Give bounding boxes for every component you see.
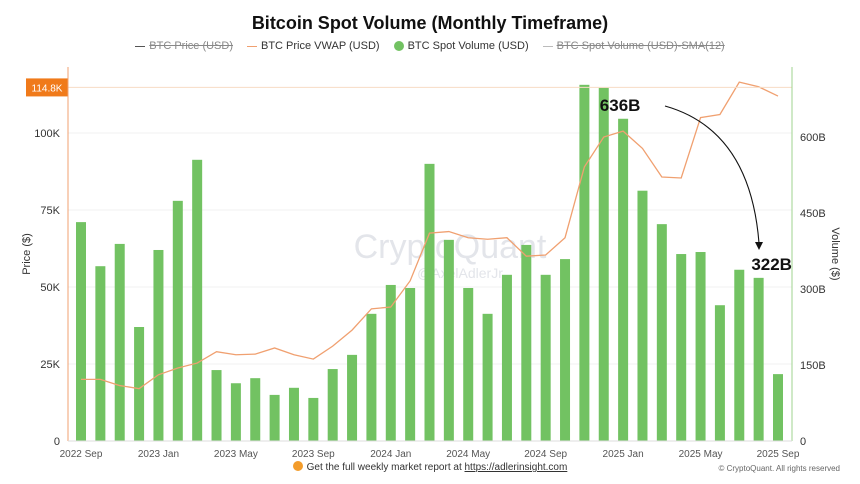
y-tick-left: 0 [54,436,60,448]
volume-bar [211,370,222,441]
chart-title: Bitcoin Spot Volume (Monthly Timeframe) [251,13,609,33]
x-tick: 2025 Jan [603,449,644,460]
copyright: © CryptoQuant. All rights reserved [718,464,841,473]
volume-bar [134,327,145,441]
annotation-arrow [664,105,760,244]
price-marker-badge [26,78,68,97]
y-tick-right: 300B [800,284,826,296]
volume-bar [385,284,396,441]
volume-bar [501,274,512,441]
price-marker-label: 114.8K [32,83,63,94]
legend-swatch [393,41,404,51]
volume-bar [656,224,667,441]
volume-bar [753,277,764,441]
y-tick-right: 600B [800,132,826,144]
legend-swatch [247,45,257,47]
volume-bar [773,374,783,441]
legend-label: BTC Spot Volume (USD) [407,40,529,52]
volume-bar [347,354,358,441]
legend: BTC Price (USD) BTC Price VWAP (USD) BTC… [0,40,860,52]
footer: Get the full weekly market report at htt… [0,461,860,473]
volume-bar [250,378,261,441]
footer-text: Get the full weekly market report at [306,462,465,473]
annotation-arrowhead [755,242,763,250]
legend-label: BTC Spot Volume (USD)-SMA(12) [556,40,725,52]
y-tick-left: 50K [40,282,60,294]
legend-item-btc-price[interactable]: BTC Price (USD) [135,40,233,52]
x-tick: 2024 Jan [370,449,411,460]
watermark-handle: @AxelAdlerJr [417,265,503,281]
x-tick: 2023 Sep [292,449,335,460]
y-tick-left: 100K [34,128,60,140]
volume-bar [598,87,609,441]
legend-item-volume-sma[interactable]: BTC Spot Volume (USD)-SMA(12) [542,40,725,52]
volume-bar [424,163,435,441]
volume-bar [153,249,164,441]
legend-item-vwap[interactable]: BTC Price VWAP (USD) [247,40,380,52]
legend-swatch [542,45,553,47]
volume-bar [405,287,416,441]
legend-label: BTC Price (USD) [149,40,233,52]
volume-bar [443,239,454,441]
y-tick-left: 75K [40,205,60,217]
y-tick-left: 25K [40,359,60,371]
volume-bar [288,387,299,441]
volume-bar [269,394,280,441]
x-tick: 2022 Sep [60,449,103,460]
x-tick: 2025 May [679,449,723,460]
legend-swatch [135,45,146,47]
volume-bar [463,287,474,441]
x-tick: 2025 Sep [757,449,800,460]
y-tick-right: 0 [800,436,806,448]
volume-bar [637,190,648,441]
legend-label: BTC Price VWAP (USD) [261,40,380,52]
volume-bar [676,254,687,441]
volume-bar [714,305,725,441]
x-tick: 2024 Sep [524,449,567,460]
coin-icon [292,461,303,471]
volume-bar [76,222,86,441]
y-axis-title-right: Volume ($) [829,227,841,280]
x-tick: 2023 Jan [138,449,179,460]
volume-bar [230,383,241,441]
y-tick-right: 450B [800,208,826,220]
annotation-label: 322B [751,255,792,274]
y-axis-title-left: Price ($) [21,233,33,275]
annotation-label: 636B [600,96,641,115]
volume-bar [618,118,629,441]
x-tick: 2024 May [446,449,490,460]
volume-bar [560,259,571,441]
volume-bar [308,397,319,441]
volume-bar [114,243,125,441]
volume-bar [95,266,106,441]
volume-bar [482,313,493,441]
y-tick-right: 150B [800,360,826,372]
x-tick: 2023 May [214,449,258,460]
volume-bar [172,200,183,441]
footer-link[interactable]: https://adlerinsight.com [464,462,568,473]
legend-item-volume[interactable]: BTC Spot Volume (USD) [393,40,529,52]
volume-bar [327,369,338,441]
volume-bar [366,313,377,441]
volume-bar [540,274,551,441]
volume-bar [579,84,590,442]
volume-bar [695,252,706,441]
volume-bar [192,159,203,442]
volume-bar [521,244,532,441]
volume-bar [734,269,745,441]
